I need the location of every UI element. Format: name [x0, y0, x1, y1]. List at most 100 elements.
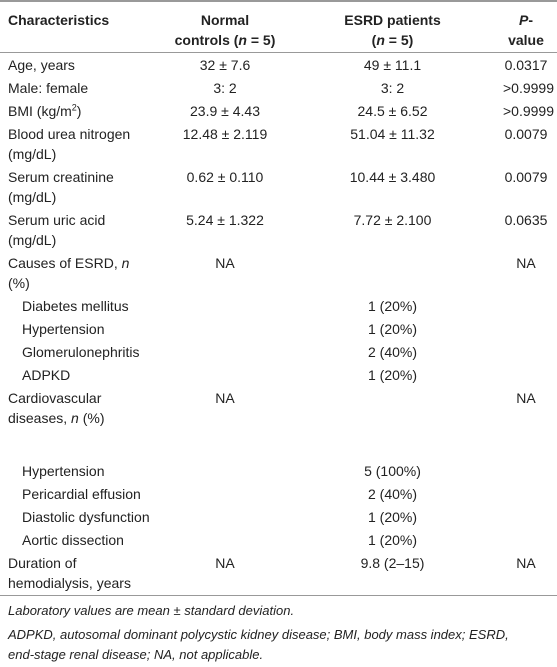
- row-label: Diastolic dysfunction: [0, 506, 160, 529]
- text-segment: -value: [508, 12, 544, 48]
- text-line: P-value: [503, 10, 549, 50]
- text-line: Causes of ESRD, n (%): [8, 253, 152, 293]
- cell-text: Aortic dissection: [22, 532, 124, 548]
- cell: NA: [495, 386, 557, 460]
- text-segment: Serum uric acid: [8, 211, 106, 228]
- cell-text: NA: [215, 555, 235, 571]
- cell-text: >0.9999: [503, 102, 554, 119]
- cell: [160, 460, 290, 483]
- text-segment: (%): [8, 274, 30, 291]
- cell: [160, 529, 290, 552]
- text-segment: ): [76, 102, 82, 119]
- text-line: controls (n = 5): [168, 30, 282, 50]
- row-label: Glomerulonephritis: [0, 340, 160, 363]
- superscript: 2: [71, 101, 77, 112]
- text-line: Normal: [168, 10, 282, 30]
- text-segment: (: [371, 32, 377, 48]
- row-label: Serum creatinine (mg/dL): [0, 165, 160, 208]
- row-label: Serum uric acid (mg/dL): [0, 208, 160, 251]
- cell: 51.04 ± 11.32: [290, 122, 495, 165]
- table-row: ADPKD 1 (20%): [0, 363, 557, 386]
- cell-text: 23.9 ± 4.43: [190, 102, 260, 119]
- text-segment: Duration of: [8, 555, 77, 571]
- text-line: hemodialysis, years: [8, 573, 152, 593]
- cell: 49 ± 11.1: [290, 53, 495, 77]
- cell: 3: 2: [290, 76, 495, 99]
- cell-text: 1 (20%): [367, 509, 418, 525]
- cell-text: NA: [516, 254, 536, 271]
- row-label: BMI (kg/m2): [0, 99, 160, 122]
- cell-text: Diastolic dysfunction: [22, 509, 150, 525]
- cell-text: 51.04 ± 11.32: [350, 125, 435, 142]
- cell-text: 12.48 ± 2.119: [182, 125, 268, 142]
- text-line: Serum uric acid: [8, 210, 152, 230]
- cell-text: Hypertension: [22, 463, 105, 479]
- cell: [290, 251, 495, 294]
- cell-text: NA: [215, 254, 235, 271]
- table-body: Age, years 32 ± 7.6 49 ± 11.1 0.0317 Male: f…: [0, 53, 557, 596]
- cell-text: Pericardial effusion: [22, 486, 141, 502]
- cell: 7.72 ± 2.100: [290, 208, 495, 251]
- row-label: Blood urea nitrogen (mg/dL): [0, 122, 160, 165]
- text-segment: hemodialysis, years: [8, 575, 131, 591]
- table-row: Aortic dissection 1 (20%): [0, 529, 557, 552]
- text-line: (mg/dL): [8, 187, 152, 207]
- cell: 2 (40%): [290, 340, 495, 363]
- table-row: Blood urea nitrogen (mg/dL) 12.48 ± 2.119 5…: [0, 122, 557, 165]
- cell: [160, 506, 290, 529]
- text-line: Serum creatinine: [8, 167, 152, 187]
- footnotes: Laboratory values are mean ± standard de…: [0, 596, 557, 665]
- cell-text: 0.0079: [504, 125, 548, 142]
- cell: [160, 294, 290, 317]
- cell: 32 ± 7.6: [160, 53, 290, 77]
- cell: 1 (20%): [290, 506, 495, 529]
- cell: [160, 483, 290, 506]
- text-segment: Serum creatinine: [8, 168, 114, 185]
- table-row: Male: female 3: 2 3: 2 >0.9999: [0, 76, 557, 99]
- row-label: ADPKD: [0, 363, 160, 386]
- text-line: (n = 5): [298, 30, 487, 50]
- cell: 1 (20%): [290, 294, 495, 317]
- row-label: Male: female: [0, 76, 160, 99]
- cell-text: 3: 2: [380, 79, 405, 96]
- cell-text: Laboratory values are mean ± standard de…: [8, 602, 295, 618]
- italic-segment: P: [518, 12, 529, 28]
- cell: NA: [160, 386, 290, 460]
- text-line: ESRD patients: [298, 10, 487, 30]
- cell: NA: [160, 251, 290, 294]
- cell: 0.0635: [495, 208, 557, 251]
- text-line: BMI (kg/m2): [8, 101, 152, 121]
- cell-text: 1 (20%): [367, 532, 418, 548]
- cell: [495, 529, 557, 552]
- table-row: Hypertension 5 (100%): [0, 460, 557, 483]
- italic-segment: n: [376, 32, 385, 48]
- text-segment: ADPKD, autosomal dominant polycystic kid…: [8, 626, 509, 642]
- column-header: Characteristics: [0, 1, 160, 53]
- cell: [495, 506, 557, 529]
- table-row: Hypertension 1 (20%): [0, 317, 557, 340]
- column-header: P-value: [495, 1, 557, 53]
- text-segment: controls (: [174, 32, 239, 48]
- table-row: Glomerulonephritis 2 (40%): [0, 340, 557, 363]
- cell-text: 9.8 (2–15): [360, 555, 425, 571]
- cell-text: 0.62 ± 0.110: [186, 168, 264, 185]
- cell: 0.0079: [495, 122, 557, 165]
- table-row: Cardiovascular diseases, n (%) NA NA: [0, 386, 557, 460]
- text-line: (mg/dL): [8, 230, 152, 250]
- cell: 0.0317: [495, 53, 557, 77]
- column-header: Normal controls (n = 5): [160, 1, 290, 53]
- cell: >0.9999: [495, 76, 557, 99]
- cell-text: 2 (40%): [367, 343, 418, 360]
- text-line: Blood urea nitrogen: [8, 124, 152, 144]
- cell-text: NA: [215, 389, 235, 406]
- text-segment: = 5): [384, 32, 414, 48]
- cell: [160, 363, 290, 386]
- table-row: Diastolic dysfunction 1 (20%): [0, 506, 557, 529]
- cell-text: 7.72 ± 2.100: [353, 211, 432, 228]
- cell: >0.9999: [495, 99, 557, 122]
- cell-text: 1 (20%): [367, 366, 418, 383]
- cell: 23.9 ± 4.43: [160, 99, 290, 122]
- cell: 1 (20%): [290, 363, 495, 386]
- text-segment: Blood urea nitrogen: [8, 125, 131, 142]
